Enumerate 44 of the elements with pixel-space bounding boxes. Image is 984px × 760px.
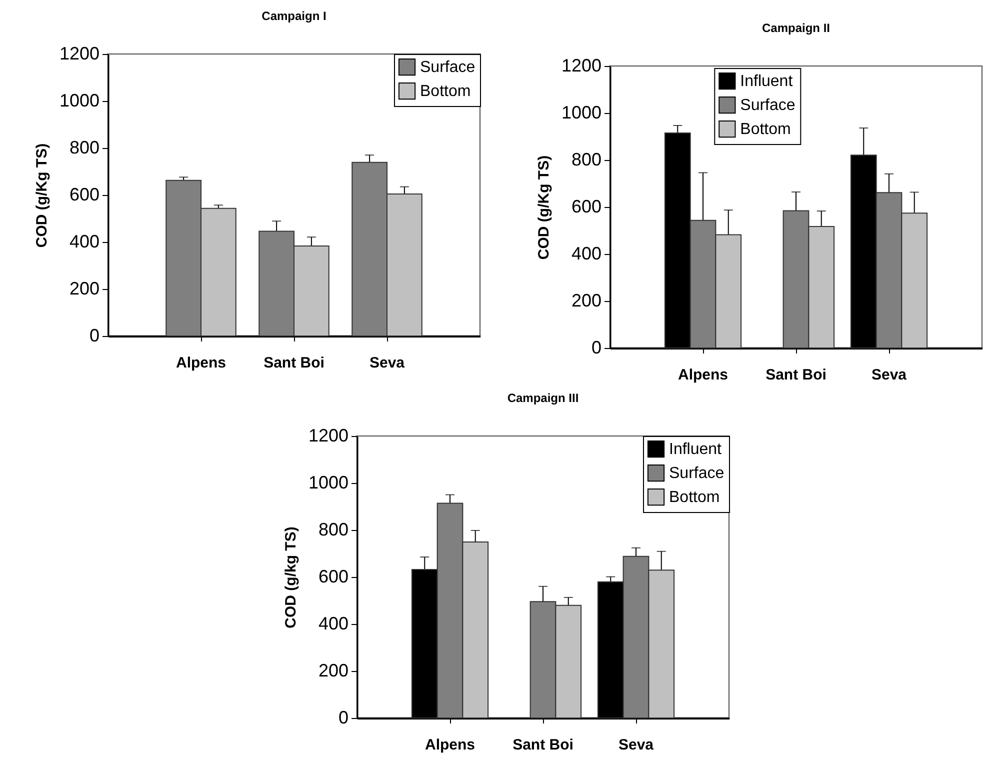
- y-axis-title: COD (g/kg TS): [282, 526, 300, 628]
- y-tick-label: 800: [318, 520, 348, 540]
- legend-label: Surface: [740, 97, 796, 114]
- x-tick-label: Sant Boi: [512, 736, 574, 754]
- y-tick-label: 200: [69, 278, 100, 298]
- x-tick-label: Alpens: [424, 736, 476, 754]
- chart-title: Campaign I: [262, 9, 326, 23]
- x-tick-label: Seva: [871, 366, 908, 384]
- y-tick-label: 600: [571, 196, 602, 216]
- chart-title: Campaign III: [507, 391, 579, 405]
- legend-label: Bottom: [420, 83, 471, 100]
- x-tick-label: Sant Boi: [264, 354, 324, 372]
- y-tick-label: 600: [318, 566, 348, 586]
- y-tick-label: 1000: [308, 472, 348, 492]
- legend-label: Influent: [669, 441, 722, 458]
- legend-label: Bottom: [669, 489, 720, 506]
- y-axis-title: COD (g/Kg TS): [535, 155, 552, 260]
- y-tick-label: 200: [571, 290, 602, 310]
- x-tick-label: Alpens: [176, 354, 226, 372]
- x-tick-label: Sant Boi: [766, 366, 826, 384]
- y-tick-label: 0: [338, 708, 348, 728]
- y-tick-label: 400: [69, 232, 100, 252]
- y-tick-label: 400: [571, 244, 602, 264]
- y-tick-label: 1000: [59, 90, 100, 110]
- legend-label: Surface: [669, 465, 724, 482]
- y-tick-label: 1200: [59, 44, 100, 64]
- y-tick-label: 1000: [561, 102, 602, 122]
- chart-title: Campaign II: [762, 21, 830, 35]
- legend-label: Influent: [740, 73, 794, 90]
- y-tick-label: 0: [89, 326, 100, 346]
- legend-label: Bottom: [740, 121, 791, 138]
- y-axis-title: COD (g/Kg TS): [33, 143, 50, 248]
- y-tick-label: 800: [571, 150, 602, 170]
- x-tick-label: Seva: [618, 736, 654, 754]
- y-tick-label: 400: [318, 614, 348, 634]
- legend-label: Surface: [420, 59, 476, 76]
- y-tick-label: 800: [69, 138, 100, 158]
- y-tick-label: 0: [591, 338, 602, 358]
- y-tick-label: 600: [69, 184, 100, 204]
- x-tick-label: Seva: [369, 354, 406, 372]
- y-tick-label: 1200: [561, 56, 602, 76]
- y-tick-label: 1200: [308, 426, 348, 446]
- y-tick-label: 200: [318, 660, 348, 680]
- x-tick-label: Alpens: [678, 366, 728, 384]
